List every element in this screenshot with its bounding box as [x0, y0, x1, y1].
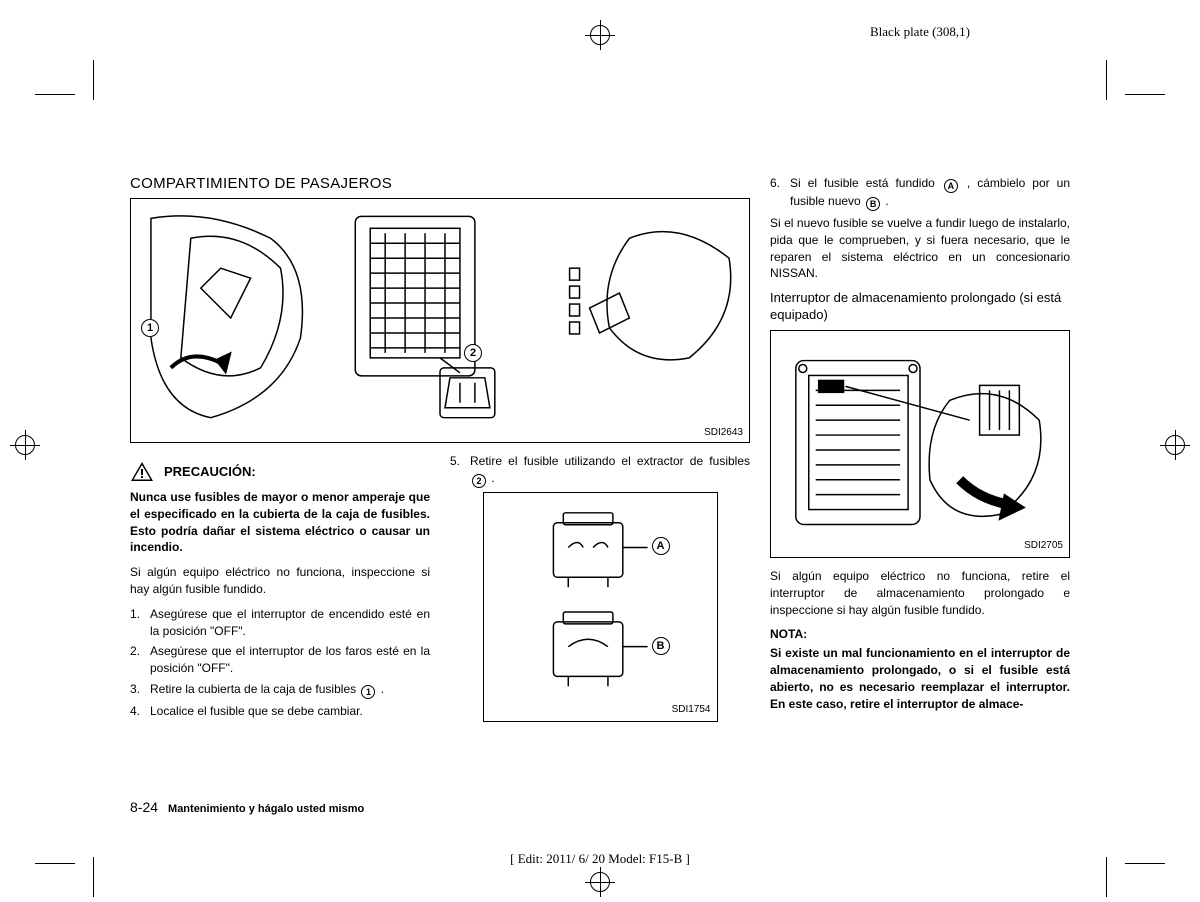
figure-sdi1754: A B SDI1754 [483, 492, 718, 722]
footer-section-name: Mantenimiento y hágalo usted mismo [168, 803, 364, 815]
left-para-1: Si algún equipo eléctrico no funciona, i… [130, 564, 430, 598]
warning-text: Nunca use fusibles de mayor o menor ampe… [130, 489, 430, 556]
nota-text: Si existe un mal funcionamiento en el in… [770, 645, 1070, 712]
reg-mark-left [10, 430, 40, 460]
reg-mark-bottom [585, 867, 615, 897]
figure-sdi2705: SDI2705 [770, 330, 1070, 558]
reg-mark-right [1160, 430, 1190, 460]
callout-b: B [652, 637, 670, 655]
step-6: Si el fusible está fundido A , cámbielo … [790, 175, 1070, 211]
step-3: Retire la cubierta de la caja de fusible… [150, 681, 430, 699]
warning-icon [130, 461, 154, 483]
callout-1: 1 [141, 319, 159, 337]
step-4: Localice el fusible que se debe cambiar. [150, 703, 430, 720]
edit-line: [ Edit: 2011/ 6/ 20 Model: F15-B ] [0, 851, 1200, 867]
callout-2: 2 [464, 344, 482, 362]
right-para-under-fig: Si algún equipo eléctrico no funciona, r… [770, 568, 1070, 618]
reg-mark-top [585, 20, 615, 50]
plate-label: Black plate (308,1) [870, 24, 970, 40]
right-para-after: Si el nuevo fusible se vuelve a fundir l… [770, 215, 1070, 282]
step-2: Asegúrese que el interruptor de los faro… [150, 643, 430, 677]
sub-title: Interruptor de almacenamiento prolongado… [770, 290, 1070, 324]
callout-a: A [652, 537, 670, 555]
page-number: 8-24 [130, 799, 158, 815]
figure-id-3: SDI2705 [1024, 539, 1063, 553]
warning-label: PRECAUCIÓN: [164, 463, 256, 481]
step-5: Retire el fusible utilizando el extracto… [470, 453, 750, 488]
nota-label: NOTA: [770, 626, 1070, 643]
figure-id-2: SDI1754 [672, 703, 711, 717]
figure-sdi2643: 1 2 SDI2643 [130, 198, 750, 443]
figure-id-1: SDI2643 [704, 427, 743, 438]
step-1: Asegúrese que el interruptor de encendid… [150, 606, 430, 640]
steps-list: 1.Asegúrese que el interruptor de encend… [130, 606, 430, 720]
